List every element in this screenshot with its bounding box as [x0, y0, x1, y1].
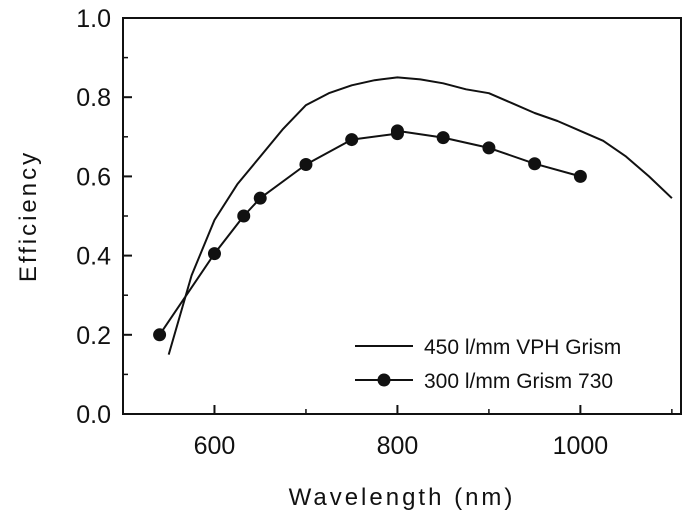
x-axis-label: Wavelength (nm): [289, 484, 516, 511]
y-tick-label: 0.0: [76, 401, 111, 429]
y-tick-label: 0.4: [76, 243, 111, 271]
legend-marker-grism: [377, 373, 391, 387]
series-line-1: [158, 129, 581, 336]
x-axis-ticks: 600 800 1000: [194, 405, 673, 460]
series-line-0: [167, 76, 673, 355]
legend-label-grism: 300 l/mm Grism 730: [424, 370, 613, 393]
x-tick-label: 800: [377, 432, 419, 460]
y-tick-label: 1.0: [76, 5, 111, 33]
y-tick-label: 0.6: [76, 163, 111, 191]
data-point: [253, 191, 267, 205]
data-point: [528, 157, 542, 171]
legend: 450 l/mm VPH Grism 300 l/mm Grism 730: [355, 336, 621, 393]
data-point: [482, 141, 496, 155]
data-point: [390, 124, 404, 138]
data-point: [207, 247, 221, 261]
data-point: [573, 169, 587, 183]
y-axis-label: Efficiency: [15, 150, 42, 282]
data-point: [436, 131, 450, 145]
y-axis-ticks: 0.0 0.2 0.4 0.6 0.8 1.0: [76, 5, 132, 429]
y-tick-label: 0.8: [76, 84, 111, 112]
series-layer: [153, 76, 673, 355]
x-tick-label: 600: [194, 432, 236, 460]
data-point: [299, 158, 313, 172]
data-point: [153, 328, 167, 342]
data-point: [345, 133, 359, 147]
y-tick-label: 0.2: [76, 322, 111, 350]
data-point: [237, 209, 251, 223]
legend-label-vph: 450 l/mm VPH Grism: [424, 336, 621, 359]
x-tick-label: 1000: [553, 432, 609, 460]
